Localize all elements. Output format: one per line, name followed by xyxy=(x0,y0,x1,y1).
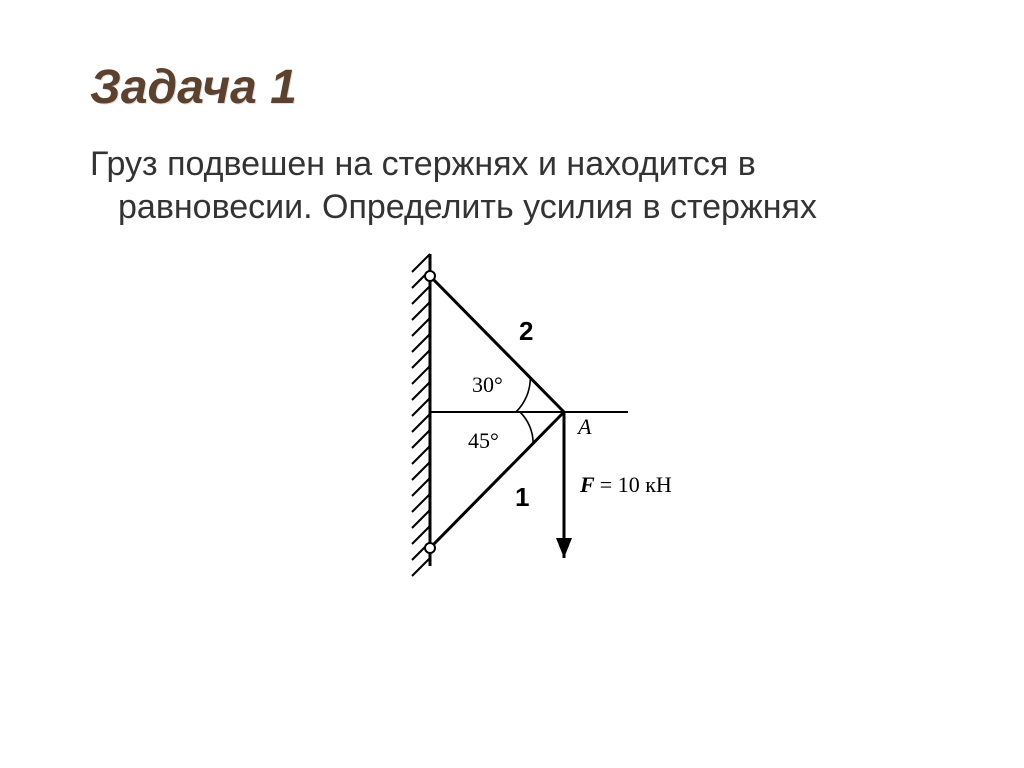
rod-label-1: 1 xyxy=(515,482,529,512)
point-label-A: A xyxy=(576,414,592,439)
angle-label-30: 30° xyxy=(472,372,503,397)
force-label: F = 10 кН xyxy=(579,472,672,497)
rod-label-2: 2 xyxy=(519,316,533,346)
problem-body: Груз подвешен на стержнях и находится в … xyxy=(90,143,934,228)
diagram-container: 2 1 30° 45° A F = 10 кН xyxy=(90,246,934,586)
slide: Задача 1 Груз подвешен на стержнях и нах… xyxy=(0,0,1024,768)
problem-title: Задача 1 xyxy=(90,60,934,115)
angle-label-45: 45° xyxy=(468,428,499,453)
mechanics-diagram: 2 1 30° 45° A F = 10 кН xyxy=(332,246,692,586)
